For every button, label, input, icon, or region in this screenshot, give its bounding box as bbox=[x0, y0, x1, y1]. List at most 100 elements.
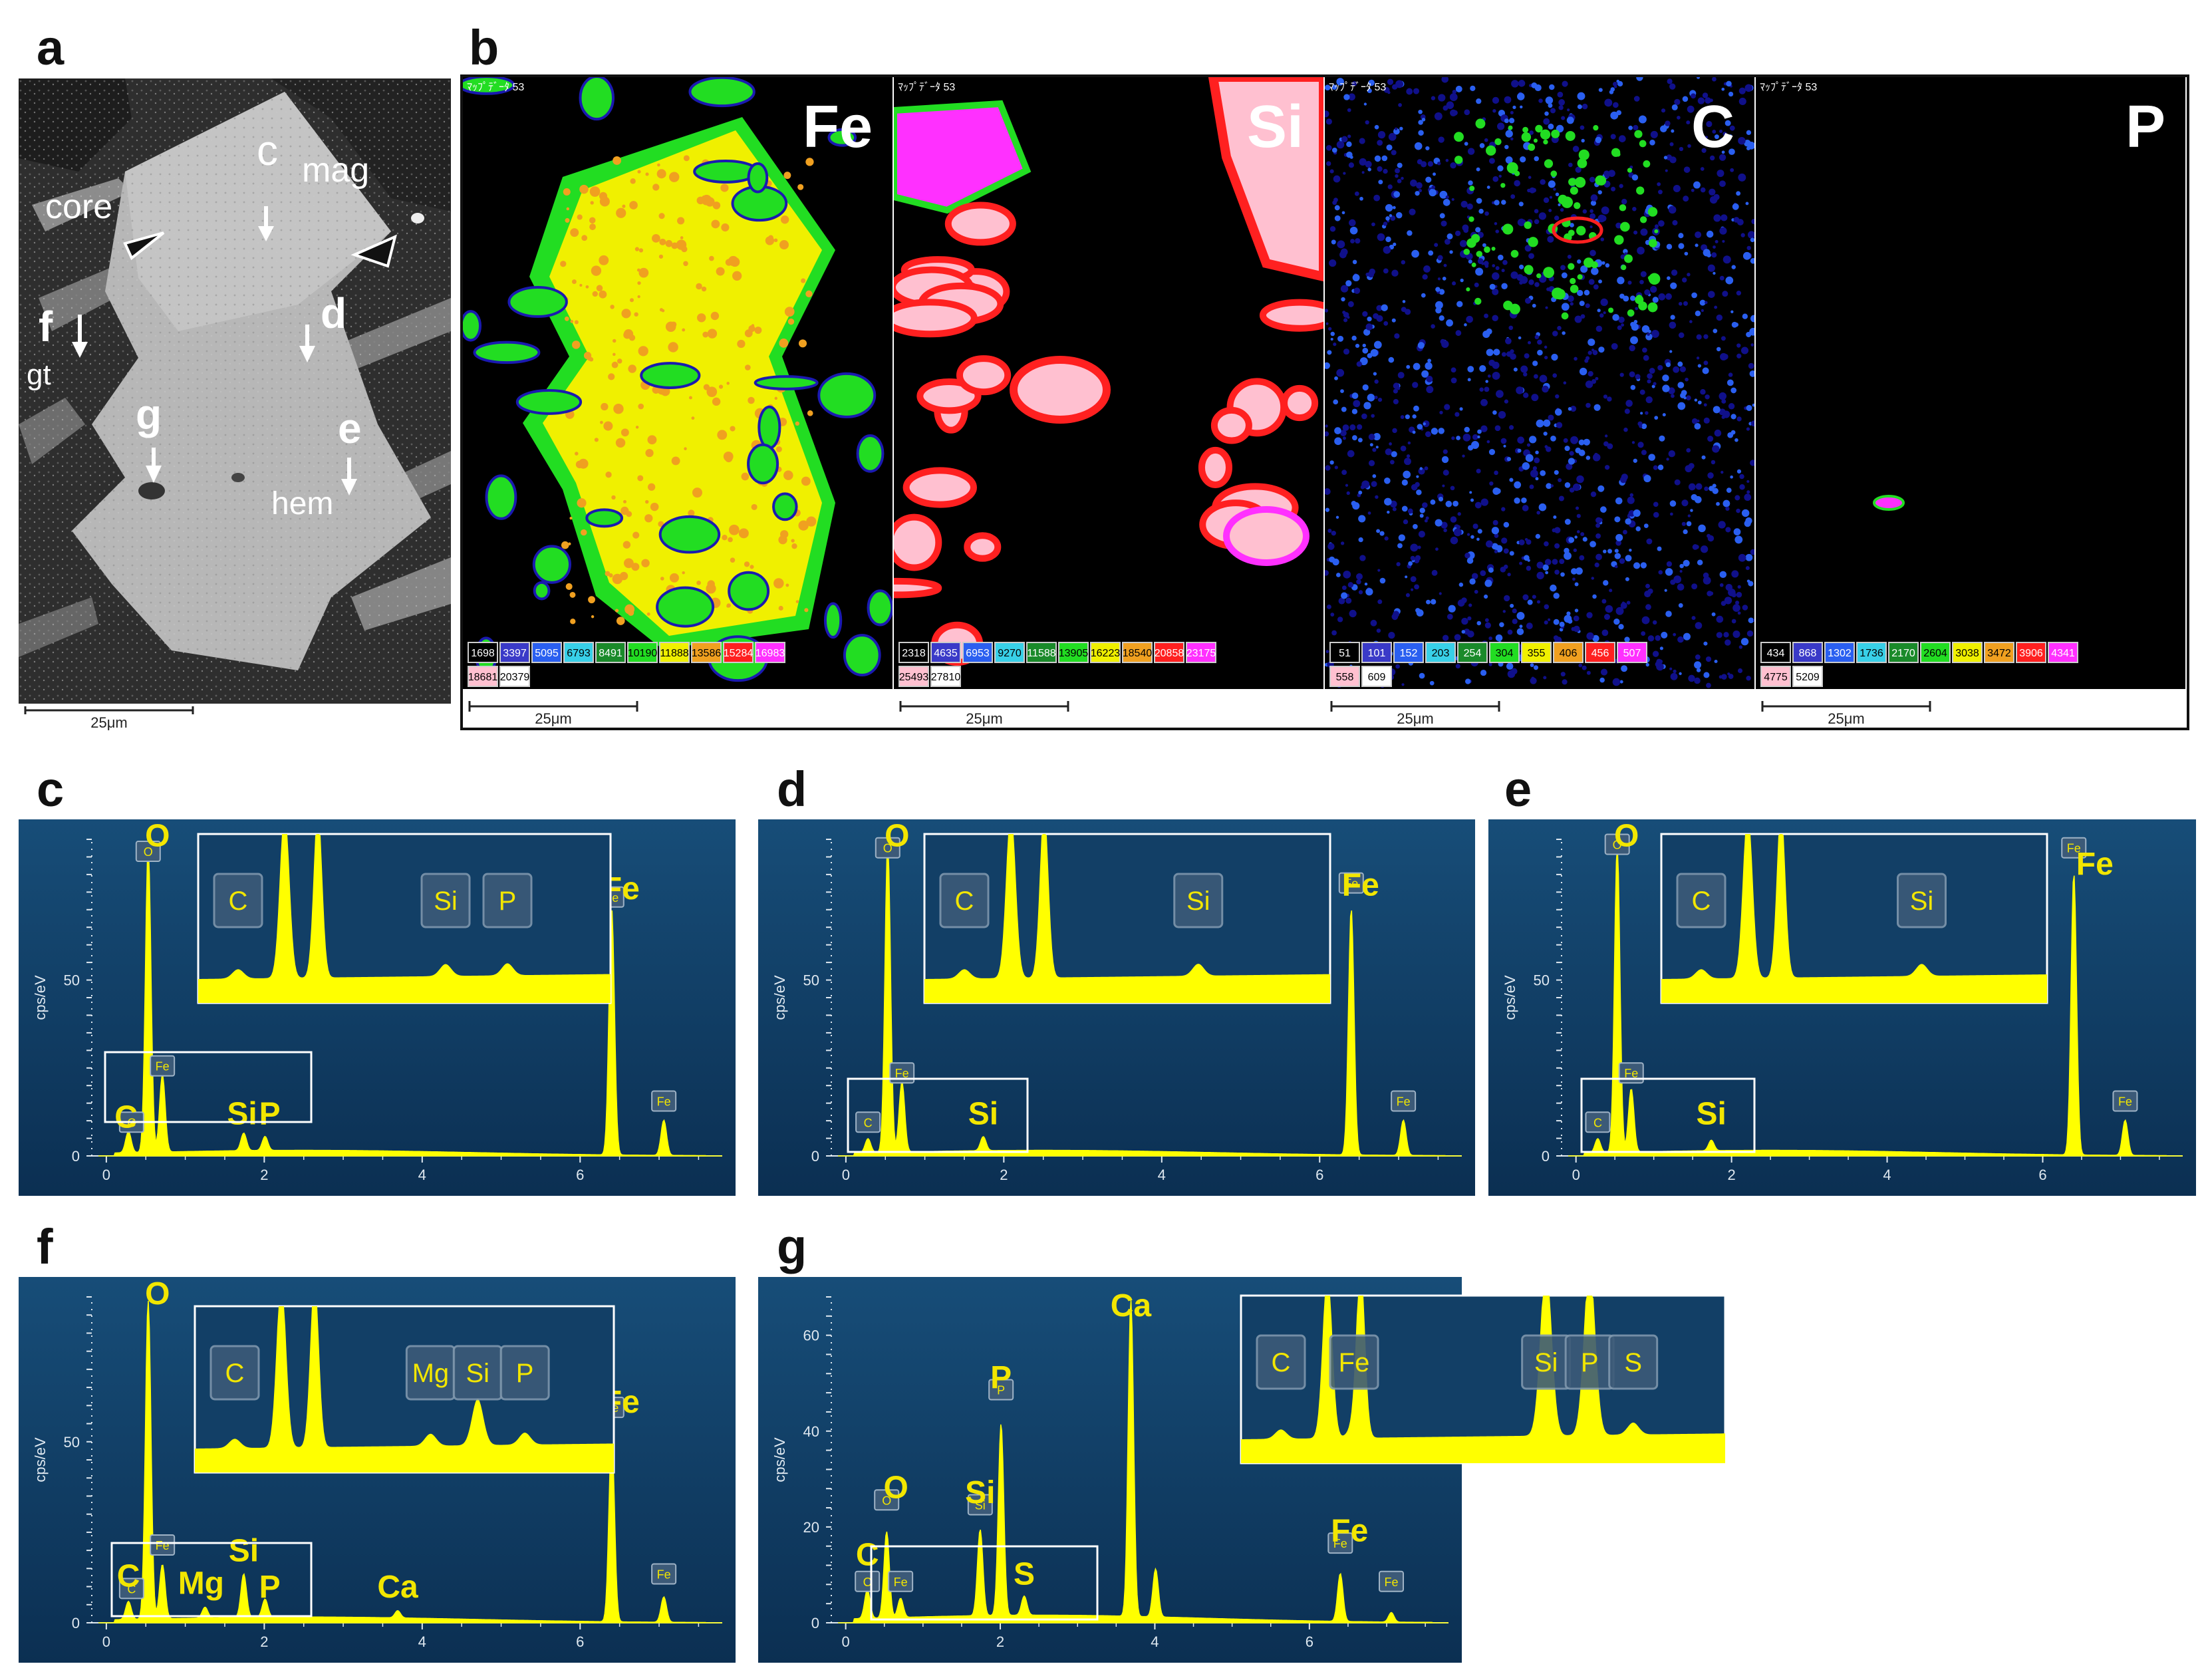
svg-text:558: 558 bbox=[1336, 672, 1354, 683]
svg-text:P: P bbox=[1581, 1348, 1599, 1377]
peak-tag: C bbox=[118, 1578, 144, 1600]
svg-text:Si: Si bbox=[1534, 1348, 1558, 1377]
spectrum-area bbox=[98, 847, 722, 1157]
element-peak-label: O bbox=[885, 819, 909, 854]
legend-cell: 304 bbox=[1489, 642, 1520, 663]
map-element-label: P bbox=[2126, 94, 2165, 160]
label-e: e bbox=[338, 404, 362, 452]
legend-cell: 1302 bbox=[1824, 642, 1855, 663]
legend-cell: 5209 bbox=[1792, 666, 1823, 687]
legend-cell: 23175 bbox=[1186, 642, 1216, 663]
inset-peak-tag: Si bbox=[1897, 873, 1947, 928]
element-peak-label: Fe bbox=[2076, 847, 2114, 882]
element-peak-label: C bbox=[114, 1100, 138, 1135]
map-element-label: Fe bbox=[803, 94, 873, 160]
svg-text:13905: 13905 bbox=[1059, 648, 1089, 659]
spectrum-area bbox=[838, 1300, 1448, 1623]
svg-text:6953: 6953 bbox=[966, 648, 990, 659]
svg-text:C: C bbox=[225, 1359, 245, 1388]
peak-tag: Fe bbox=[2061, 837, 2087, 859]
svg-text:P: P bbox=[499, 887, 517, 916]
element-peak-label: O bbox=[145, 819, 170, 854]
svg-text:Si: Si bbox=[434, 887, 458, 916]
element-peak-label: Ca bbox=[1111, 1288, 1152, 1324]
svg-text:S: S bbox=[1624, 1348, 1642, 1377]
legend-cell: 15284 bbox=[723, 642, 754, 663]
svg-text:O: O bbox=[144, 845, 153, 859]
svg-text:3397: 3397 bbox=[503, 648, 527, 659]
label-hem: hem bbox=[271, 486, 333, 521]
legend-cell: 101 bbox=[1361, 642, 1392, 663]
inset-peak-tag: Si bbox=[452, 1345, 503, 1401]
legend-cell: 51 bbox=[1329, 642, 1360, 663]
peak-tag: C bbox=[1585, 1111, 1611, 1133]
inset-peak-tag: Mg bbox=[405, 1345, 456, 1401]
svg-text:Fe: Fe bbox=[2118, 1095, 2132, 1109]
legend-cell: 868 bbox=[1792, 642, 1823, 663]
svg-text:203: 203 bbox=[1432, 648, 1450, 659]
peak-tag: Fe bbox=[2112, 1090, 2138, 1112]
element-peak-label: Si bbox=[227, 1096, 257, 1131]
svg-text:Si: Si bbox=[1910, 887, 1934, 916]
svg-text:3038: 3038 bbox=[1955, 648, 1979, 659]
svg-text:P: P bbox=[997, 1384, 1005, 1397]
element-peak-label: O bbox=[884, 1470, 908, 1506]
svg-text:Fe: Fe bbox=[657, 1568, 671, 1582]
svg-text:4635: 4635 bbox=[934, 648, 958, 659]
legend-cell: 11588 bbox=[1026, 642, 1057, 663]
map-element-label: Si bbox=[1247, 94, 1304, 160]
element-maps: ﾏｯﾌﾟﾃﾞｰﾀ 53 Fe 1698 3397 5095 6793 8491 10190 11… bbox=[463, 77, 2187, 728]
y-tick-label: 50 bbox=[1534, 972, 1550, 989]
x-tick-label: 0 bbox=[1572, 1167, 1580, 1183]
legend-cell: 3397 bbox=[499, 642, 530, 663]
svg-text:254: 254 bbox=[1464, 648, 1482, 659]
svg-text:11588: 11588 bbox=[1027, 648, 1055, 659]
svg-text:Fe: Fe bbox=[895, 1067, 909, 1080]
element-peak-label: C bbox=[856, 1538, 879, 1573]
svg-text:8491: 8491 bbox=[599, 648, 622, 659]
x-tick-label: 2 bbox=[260, 1167, 268, 1183]
legend-cell: 456 bbox=[1585, 642, 1615, 663]
svg-text:C: C bbox=[1692, 887, 1711, 916]
legend-cell: 18540 bbox=[1122, 642, 1153, 663]
svg-text:O: O bbox=[882, 1494, 891, 1507]
svg-text:152: 152 bbox=[1400, 648, 1418, 659]
svg-text:2318: 2318 bbox=[902, 648, 926, 659]
element-peak-label: Si bbox=[965, 1475, 995, 1510]
element-peak-label: Mg bbox=[178, 1566, 224, 1601]
svg-text:5209: 5209 bbox=[1796, 672, 1820, 683]
peak-tag: Si bbox=[967, 1494, 993, 1516]
legend-cell: 434 bbox=[1760, 642, 1791, 663]
scale-bar-a: 25μm bbox=[24, 706, 194, 730]
x-tick-label: 2 bbox=[996, 1633, 1004, 1650]
x-tick-label: 6 bbox=[2038, 1167, 2046, 1183]
svg-text:C: C bbox=[1593, 1116, 1602, 1129]
svg-text:1302: 1302 bbox=[1828, 648, 1852, 659]
map-header: ﾏｯﾌﾟﾃﾞｰﾀ 53 bbox=[898, 81, 955, 93]
svg-text:456: 456 bbox=[1591, 648, 1609, 659]
bse-image-panel: core c mag f gt d g e hem bbox=[19, 78, 451, 704]
svg-text:Fe: Fe bbox=[1333, 1537, 1347, 1550]
element-peak-label: Fe bbox=[1331, 1514, 1368, 1549]
element-peak-label: P bbox=[990, 1360, 1012, 1395]
legend-cell: 20858 bbox=[1154, 642, 1184, 663]
svg-text:406: 406 bbox=[1560, 648, 1578, 659]
svg-text:16223: 16223 bbox=[1091, 648, 1121, 659]
legend-cell: 406 bbox=[1553, 642, 1584, 663]
map-element-label: C bbox=[1691, 94, 1734, 160]
peak-tag: C bbox=[855, 1111, 881, 1133]
svg-text:101: 101 bbox=[1368, 648, 1386, 659]
legend-cell: 9270 bbox=[994, 642, 1025, 663]
legend-cell: 10190 bbox=[627, 642, 658, 663]
svg-text:4341: 4341 bbox=[2051, 648, 2075, 659]
x-tick-label: 4 bbox=[418, 1167, 426, 1183]
peak-tag: Fe bbox=[1618, 1062, 1644, 1084]
element-peak-label: C bbox=[117, 1559, 140, 1594]
legend-cell: 16983 bbox=[755, 642, 785, 663]
svg-text:Fe: Fe bbox=[894, 1576, 908, 1589]
svg-text:25μm: 25μm bbox=[535, 710, 571, 727]
svg-text:C: C bbox=[229, 887, 248, 916]
inset-peak-tag: C bbox=[939, 873, 990, 928]
